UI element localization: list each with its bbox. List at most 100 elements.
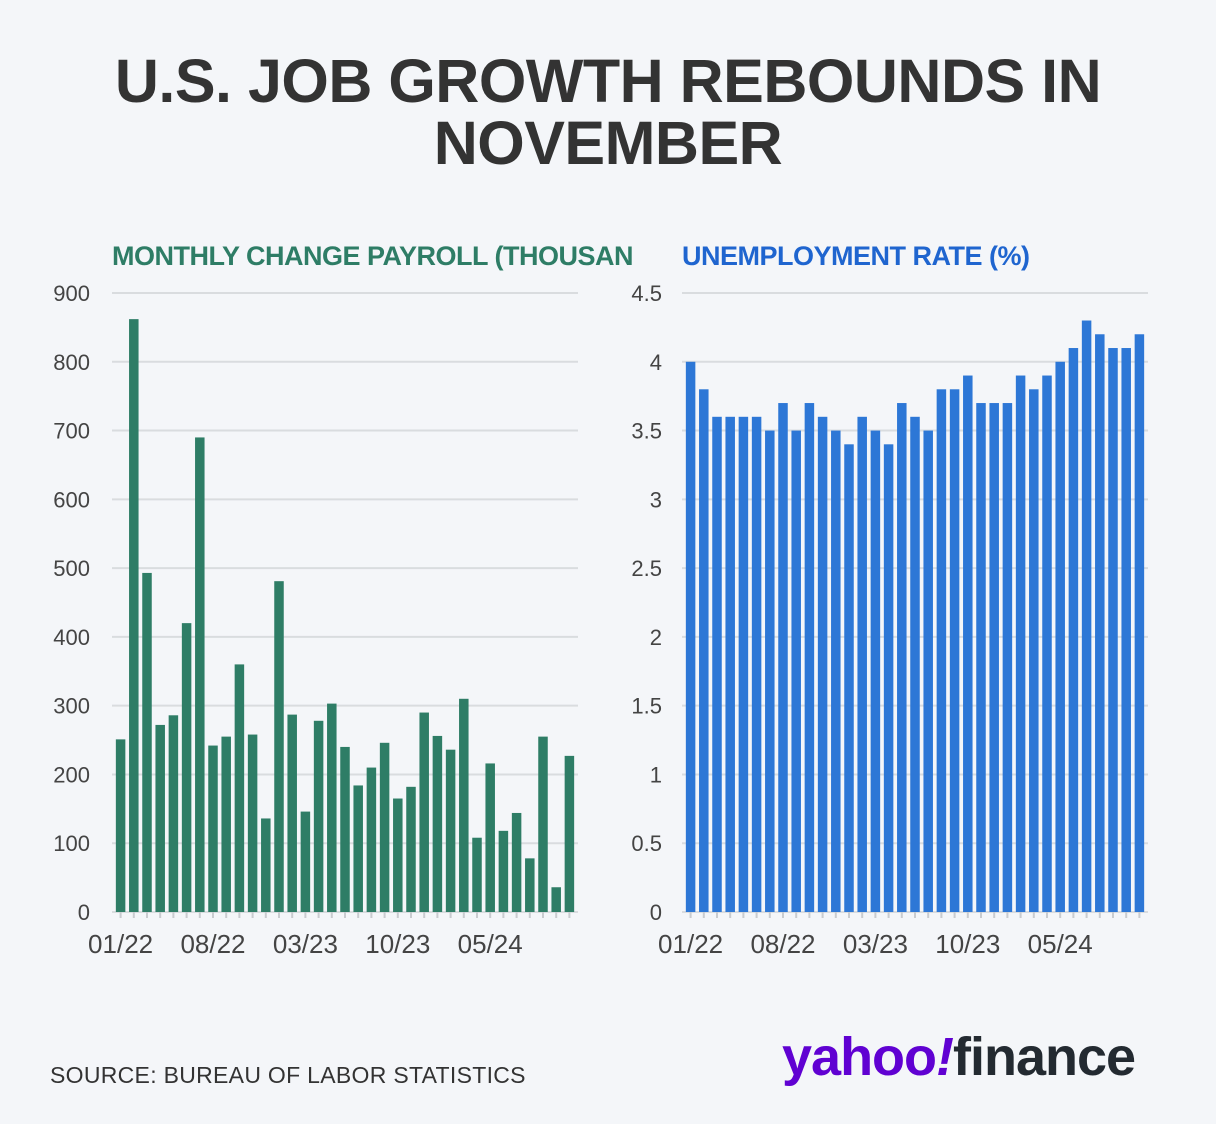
payroll-x-tick-label: 01/22 [88, 929, 153, 959]
rate-x-tick-label: 10/23 [935, 929, 1000, 959]
payroll-bar [287, 714, 297, 912]
rate-bar [1002, 403, 1013, 912]
yahoo-finance-logo: yahoo!finance [782, 1022, 1136, 1092]
rate-bar [778, 403, 788, 912]
logo-finance: finance [953, 1027, 1136, 1087]
rate-bar [1095, 334, 1105, 912]
rate-bar [1015, 375, 1026, 912]
rate-x-tick-label: 05/24 [1028, 929, 1093, 959]
payroll-bar [379, 742, 390, 912]
rate-bar [923, 430, 933, 912]
rate-bar [963, 375, 973, 912]
rate-bar [725, 416, 735, 912]
payroll-bar [485, 763, 495, 912]
rate-y-tick-label: 4.5 [631, 281, 662, 306]
payroll-chart-title: MONTHLY CHANGE PAYROLL (THOUSANDS) [112, 241, 632, 271]
rate-bar [1121, 348, 1131, 912]
payroll-bar [419, 712, 429, 912]
rate-y-tick-label: 2.5 [631, 556, 662, 581]
payroll-y-tick-label: 200 [53, 762, 90, 787]
rate-bar [751, 416, 762, 912]
payroll-bar [459, 698, 469, 912]
payroll-bar [366, 767, 377, 912]
rate-y-tick-label: 2 [650, 625, 662, 650]
payroll-y-tick-label: 800 [53, 350, 90, 375]
payroll-bar [472, 837, 482, 912]
rate-bar [1108, 348, 1118, 912]
payroll-y-tick-label: 0 [78, 900, 90, 925]
rate-x-tick-label: 08/22 [750, 929, 815, 959]
rate-bar [989, 403, 999, 912]
payroll-bar [208, 745, 218, 912]
payroll-bar [155, 724, 165, 912]
source-note: SOURCE: BUREAU OF LABOR STATISTICS [50, 1062, 526, 1088]
payroll-bar [327, 703, 337, 912]
payroll-y-tick-label: 400 [53, 625, 90, 650]
rate-x-tick-label: 01/22 [658, 929, 723, 959]
payroll-y-tick-label: 100 [53, 831, 90, 856]
payroll-x-tick-label: 05/24 [458, 929, 523, 959]
rate-bar [765, 430, 775, 912]
rate-bar [883, 444, 894, 912]
rate-y-tick-label: 0 [650, 900, 662, 925]
rate-bar [791, 430, 801, 912]
payroll-bar [498, 830, 509, 912]
rate-y-tick-label: 4 [650, 350, 662, 375]
payroll-bar [195, 437, 205, 912]
payroll-y-tick-label: 700 [53, 419, 90, 444]
rate-bar [1134, 334, 1145, 912]
payroll-bar [115, 739, 126, 912]
rate-bar [817, 416, 828, 912]
rate-y-tick-label: 1 [650, 762, 662, 787]
rate-bar [910, 416, 920, 912]
page-title: U.S. JOB GROWTH REBOUNDS IN NOVEMBER [114, 47, 1102, 177]
payroll-bar [247, 734, 258, 912]
rate-x-tick-label: 03/23 [843, 929, 908, 959]
rate-y-tick-label: 0.5 [631, 831, 662, 856]
unemployment-chart-title: UNEMPLOYMENT RATE (%) [682, 241, 1030, 271]
rate-bar [1068, 348, 1079, 912]
rate-bar [1029, 389, 1039, 912]
payroll-bar [340, 746, 350, 912]
payroll-bar [564, 755, 575, 912]
rate-bar [831, 430, 841, 912]
payroll-bar [445, 749, 456, 912]
logo-yahoo: yahoo [782, 1027, 937, 1087]
payroll-bar [353, 785, 363, 912]
payroll-bar [234, 664, 245, 912]
payroll-bar [538, 736, 548, 912]
rate-bar [1042, 375, 1052, 912]
payroll-bar [261, 818, 271, 912]
payroll-y-tick-label: 500 [53, 556, 90, 581]
payroll-bar [129, 319, 139, 912]
rate-y-tick-label: 1.5 [631, 694, 662, 719]
payroll-x-tick-label: 03/23 [273, 929, 338, 959]
payroll-y-tick-label: 900 [53, 281, 90, 306]
rate-bar [936, 389, 947, 912]
payroll-bar [393, 798, 403, 912]
payroll-bar [432, 735, 443, 912]
payroll-bar [511, 812, 522, 912]
rate-y-tick-label: 3 [650, 487, 662, 512]
rate-y-tick-label: 3.5 [631, 419, 662, 444]
rate-bar [857, 416, 867, 912]
payroll-bar [181, 623, 192, 912]
payroll-bar [406, 786, 416, 912]
rate-bar [870, 430, 881, 912]
payroll-bar [274, 581, 284, 912]
rate-bar [1081, 320, 1092, 912]
rate-bar [949, 389, 960, 912]
rate-bar [738, 416, 749, 912]
payroll-bar [313, 720, 324, 912]
payroll-x-tick-label: 10/23 [365, 929, 430, 959]
payroll-bar [525, 858, 535, 912]
logo-bang: ! [936, 1027, 954, 1087]
rate-bar [685, 361, 696, 912]
payroll-bar [300, 811, 311, 912]
payroll-bar [168, 715, 179, 912]
rate-bar [976, 403, 986, 912]
payroll-x-tick-label: 08/22 [180, 929, 245, 959]
rate-bar [804, 403, 815, 912]
rate-bar [897, 403, 907, 912]
